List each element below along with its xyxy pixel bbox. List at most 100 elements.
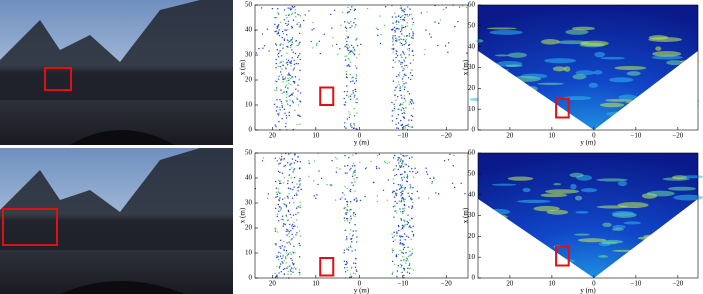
radar-return xyxy=(575,195,583,201)
lidar-point xyxy=(406,223,408,226)
lidar-point xyxy=(341,196,343,199)
lidar-point xyxy=(379,15,381,17)
lidar-point xyxy=(344,21,346,23)
lidar-point xyxy=(354,165,356,167)
lidar-point xyxy=(292,171,294,173)
lidar-point xyxy=(345,213,347,216)
radar-return xyxy=(598,255,609,258)
lidar-point xyxy=(396,20,398,22)
lidar-point xyxy=(403,43,405,46)
lidar-point xyxy=(290,177,292,179)
lidar-point xyxy=(289,62,291,64)
lidar-point xyxy=(294,251,296,254)
lidar-point xyxy=(283,38,286,40)
lidar-point xyxy=(401,198,403,200)
lidar-point xyxy=(410,100,412,102)
lidar-point xyxy=(396,189,398,191)
lidar-point xyxy=(299,92,302,94)
lidar-point xyxy=(410,267,412,270)
lidar-point xyxy=(409,225,411,227)
lidar-point xyxy=(280,43,282,45)
lidar-point xyxy=(410,13,413,16)
lidar-point xyxy=(411,18,414,20)
lidar-point xyxy=(354,262,357,265)
lidar-point xyxy=(403,204,405,206)
lidar-point xyxy=(298,14,300,16)
lidar-point xyxy=(334,156,337,159)
lidar-point xyxy=(407,246,409,249)
lidar-point xyxy=(274,80,277,82)
lidar-point xyxy=(351,182,353,184)
lidar-point xyxy=(451,182,454,184)
lidar-point xyxy=(287,270,289,273)
lidar-point xyxy=(346,266,348,269)
lidar-point xyxy=(395,16,397,18)
lidar-point xyxy=(344,165,346,167)
lidar-point xyxy=(403,101,405,104)
lidar-point xyxy=(402,244,404,246)
lidar-point xyxy=(293,5,296,8)
lidar-point xyxy=(288,193,290,195)
lidar-point xyxy=(318,40,321,43)
lidar-point xyxy=(350,229,352,231)
lidar-point xyxy=(407,66,409,69)
lidar-point xyxy=(277,188,280,190)
lidar-point xyxy=(391,16,394,18)
lidar-point xyxy=(276,160,278,162)
lidar-point xyxy=(429,177,431,180)
lidar-point xyxy=(295,192,298,194)
lidar-point xyxy=(295,207,298,209)
lidar-point xyxy=(299,15,302,17)
lidar-point xyxy=(453,186,456,189)
lidar-point xyxy=(283,91,285,93)
lidar-point xyxy=(400,56,403,58)
lidar-point xyxy=(277,113,279,115)
lidar-point xyxy=(281,106,284,108)
lidar-point xyxy=(353,170,356,173)
lidar-point xyxy=(406,220,408,223)
lidar-point xyxy=(412,269,415,271)
lidar-point xyxy=(354,101,357,104)
radar-return xyxy=(574,233,590,236)
lidar-point xyxy=(398,108,400,110)
radar-return xyxy=(507,52,527,58)
lidar-point xyxy=(395,40,398,42)
lidar-point xyxy=(400,158,402,160)
lidar-point xyxy=(411,206,414,208)
lidar-point xyxy=(262,47,264,49)
lidar-point xyxy=(284,197,286,199)
lidar-point xyxy=(353,52,355,55)
lidar-point xyxy=(354,181,356,183)
lidar-point xyxy=(298,180,300,182)
lidar-point xyxy=(388,161,390,164)
lidar-point xyxy=(403,211,405,213)
lidar-point xyxy=(387,179,390,181)
lidar-point xyxy=(354,18,356,20)
lidar-point xyxy=(281,198,284,200)
lidar-point xyxy=(293,162,296,164)
lidar-point xyxy=(287,253,290,255)
x-tick-label: 20 xyxy=(269,132,277,140)
lidar-point xyxy=(282,81,284,83)
lidar-point xyxy=(406,14,408,16)
lidar-point xyxy=(291,233,293,236)
x-tick-label: 0 xyxy=(592,132,596,140)
lidar-point xyxy=(276,27,278,29)
lidar-point xyxy=(282,43,284,46)
lidar-point xyxy=(290,13,293,16)
lidar-point xyxy=(405,107,407,109)
lidar-point xyxy=(349,215,352,217)
lidar-point xyxy=(280,159,283,161)
lidar-point xyxy=(289,105,291,107)
lidar-point xyxy=(278,272,280,274)
lidar-point xyxy=(298,186,300,188)
lidar-point xyxy=(406,258,409,260)
lidar-point xyxy=(395,194,398,197)
lidar-point xyxy=(280,155,283,158)
lidar-point xyxy=(431,182,433,185)
lidar-point xyxy=(304,14,306,16)
lidar-point xyxy=(404,25,407,28)
lidar-point xyxy=(344,207,347,209)
lidar-point xyxy=(401,66,403,68)
radar-return xyxy=(667,186,697,191)
